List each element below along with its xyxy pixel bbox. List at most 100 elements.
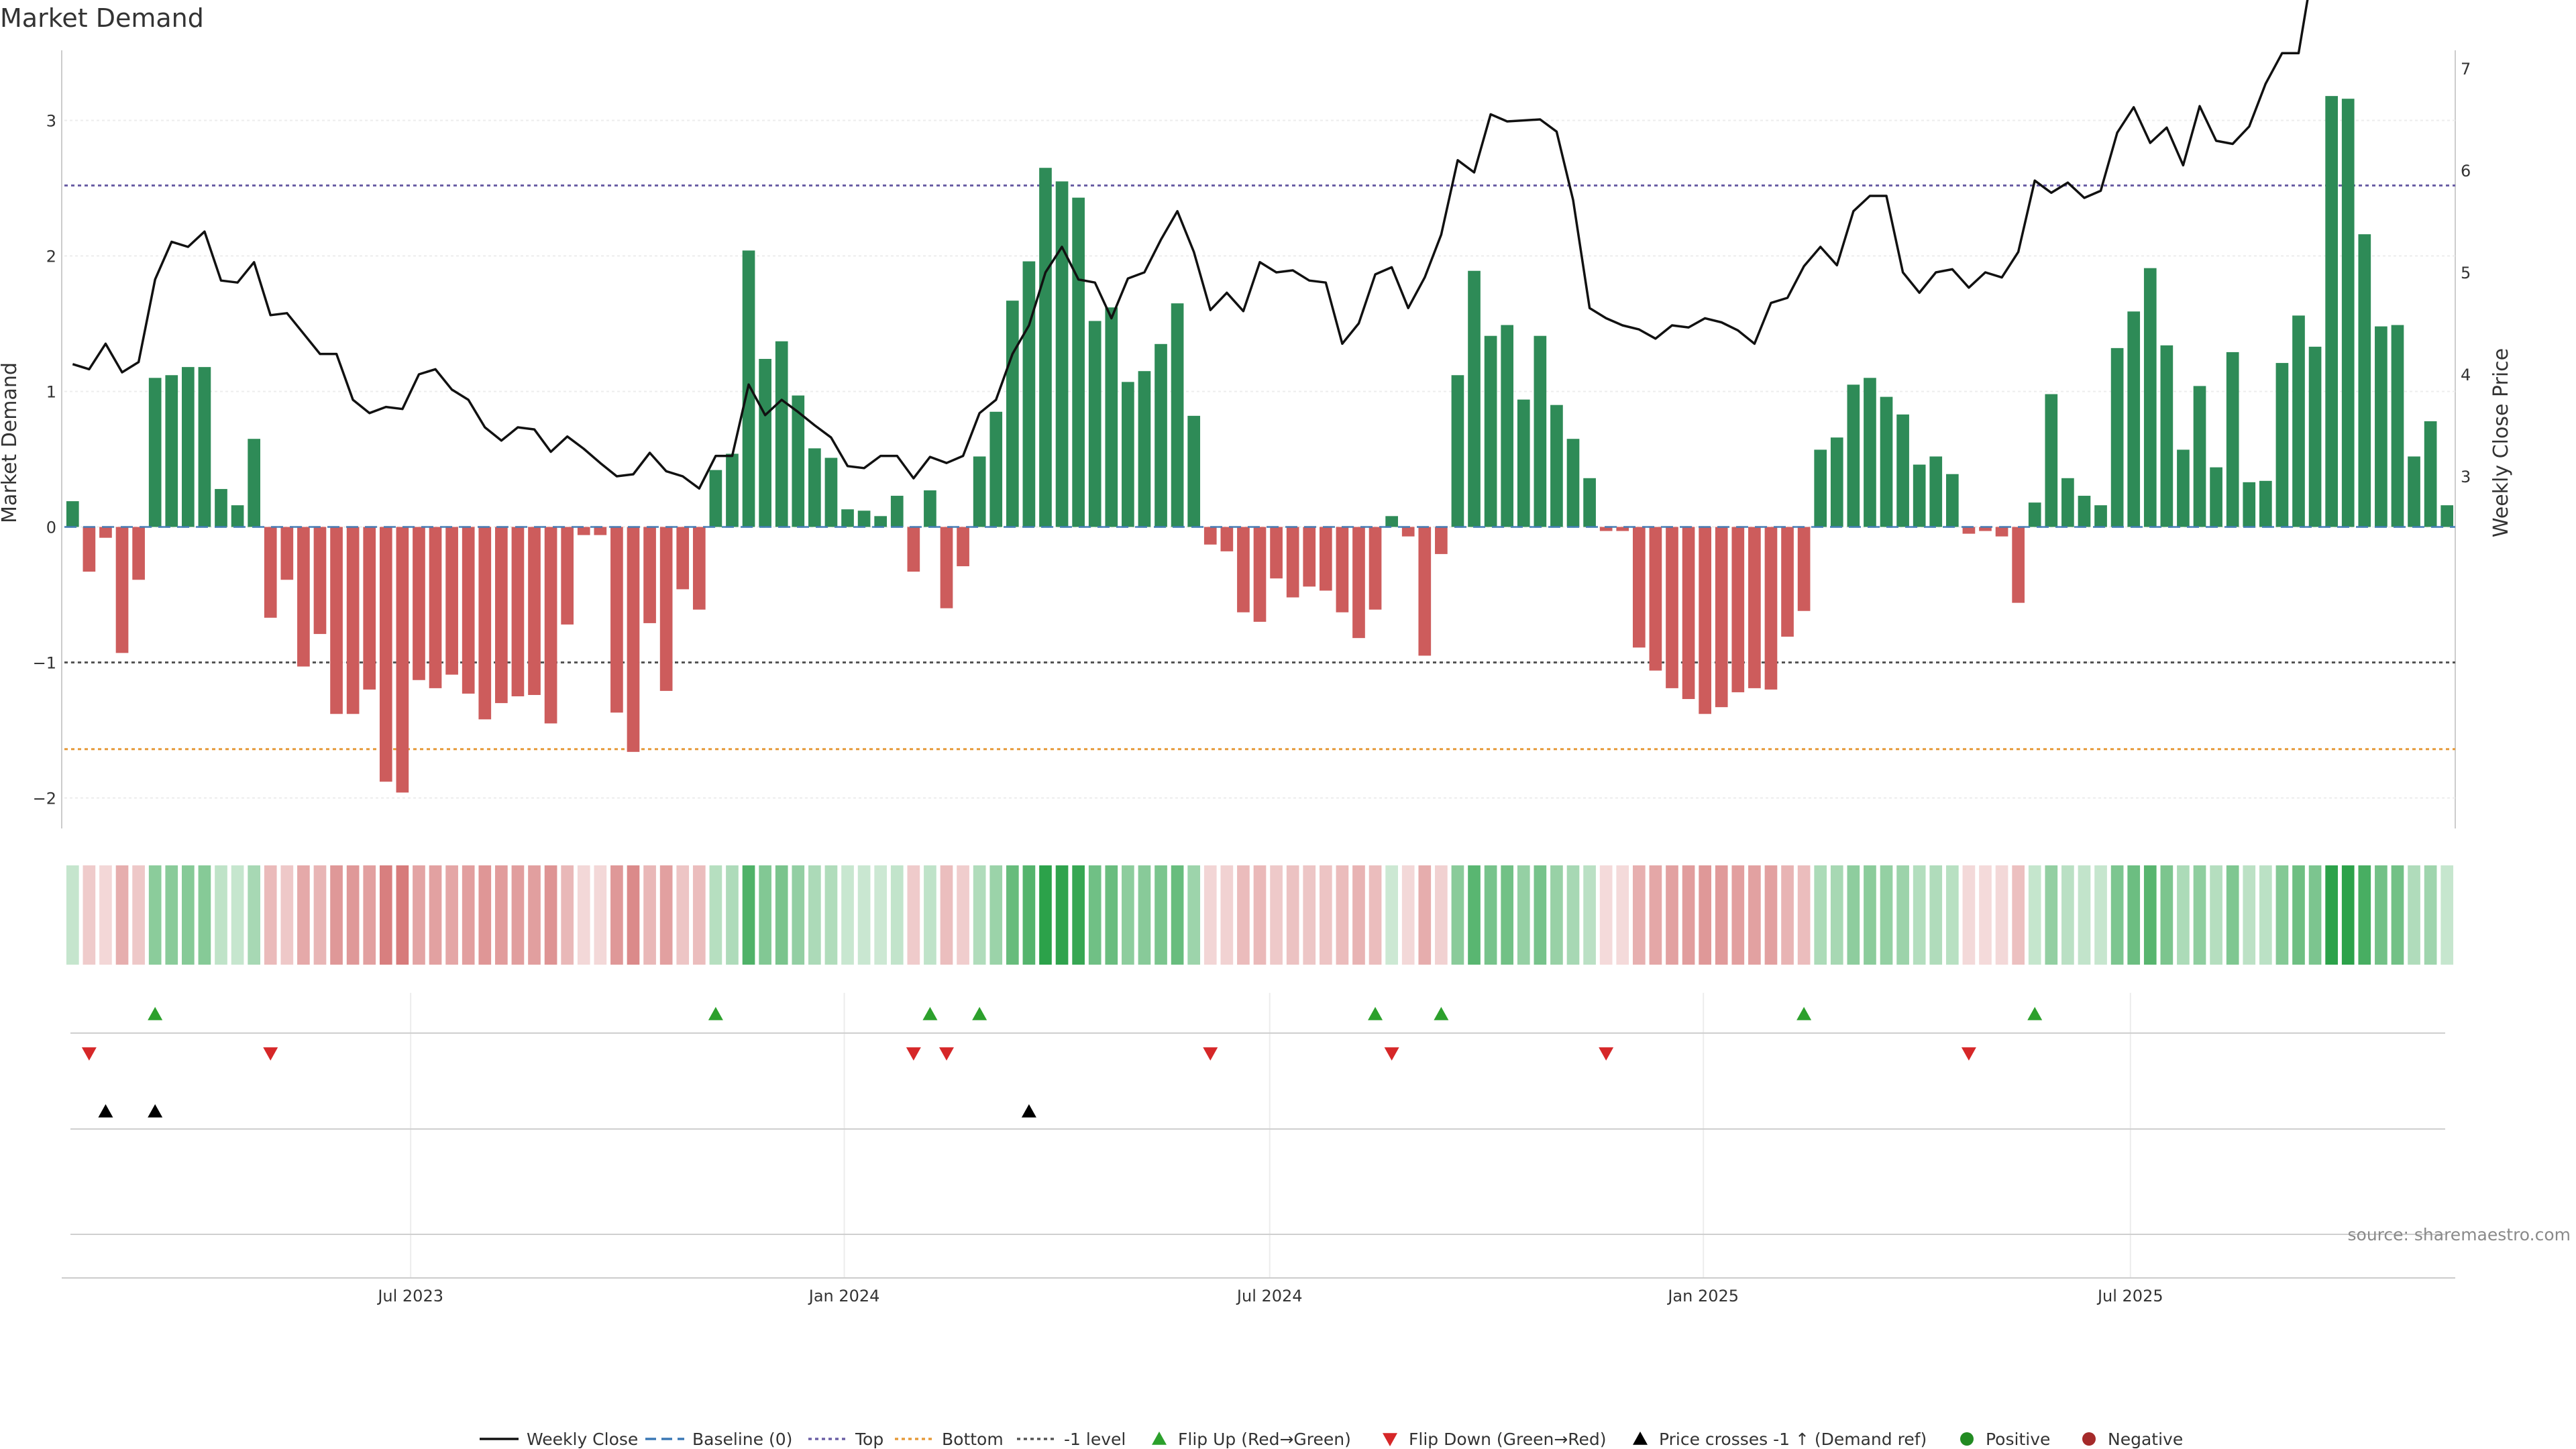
demand-bar: [2275, 363, 2289, 527]
demand-bar: [396, 527, 409, 793]
heat-cell: [264, 865, 277, 965]
demand-bar: [1913, 464, 1926, 527]
demand-bar: [2193, 386, 2206, 527]
heat-cell: [1401, 865, 1415, 965]
demand-bar: [775, 341, 788, 527]
heat-cell: [989, 865, 1003, 965]
heat-cell: [1649, 865, 1662, 965]
heat-cell: [561, 865, 574, 965]
legend: Weekly Close Baseline (0) Top Bottom -1 leve…: [480, 1430, 2183, 1449]
demand-bar: [1484, 335, 1497, 527]
flip-up-marker: [1796, 1007, 1812, 1020]
demand-bar: [1979, 527, 1992, 531]
demand-bar: [1995, 527, 2008, 537]
demand-bar: [429, 527, 442, 688]
left-tick-label: 1: [46, 383, 56, 402]
flip-down-marker: [1599, 1047, 1614, 1061]
heat-cell: [792, 865, 805, 965]
heat-cell: [1599, 865, 1613, 965]
demand-bar: [2061, 478, 2074, 527]
heat-cell: [957, 865, 969, 965]
heat-cell: [1022, 865, 1036, 965]
heat-cell: [1880, 865, 1893, 965]
heat-cell: [692, 865, 706, 965]
demand-bar: [1022, 261, 1036, 527]
heat-cell: [379, 865, 392, 965]
heat-cell: [1435, 865, 1448, 965]
demand-bar: [1039, 168, 1052, 527]
demand-bar: [627, 527, 640, 752]
demand-bar: [1699, 527, 1711, 714]
demand-bar: [2325, 96, 2338, 527]
heat-cell: [148, 865, 162, 965]
heat-cell: [1566, 865, 1580, 965]
heat-cell: [709, 865, 722, 965]
heat-cell: [1138, 865, 1151, 965]
demand-bar: [1435, 527, 1448, 554]
demand-bar: [2341, 99, 2355, 527]
demand-bar: [445, 527, 458, 675]
demand-bar: [115, 527, 129, 653]
demand-bar: [561, 527, 574, 625]
heat-cell: [1072, 865, 1085, 965]
flip-down-marker: [81, 1047, 97, 1061]
demand-bar: [1847, 384, 1860, 527]
heat-cell: [1995, 865, 2008, 965]
heat-cell: [726, 865, 739, 965]
demand-bar: [413, 527, 425, 680]
legend-swatch: [1633, 1432, 1648, 1445]
demand-bar: [1731, 527, 1745, 692]
heat-cell: [198, 865, 211, 965]
heat-cell: [1945, 865, 1959, 965]
heat-cell: [1105, 865, 1118, 965]
heat-cell: [1929, 865, 1943, 965]
heat-cell: [1797, 865, 1811, 965]
heat-cell: [165, 865, 178, 965]
heat-cell: [83, 865, 96, 965]
demand-bar: [1599, 527, 1613, 531]
heat-cell: [297, 865, 310, 965]
heat-cell: [1517, 865, 1530, 965]
left-tick-label: −2: [33, 790, 56, 808]
demand-bar: [2226, 352, 2239, 527]
main-panel: [61, 50, 2456, 828]
heat-cell: [1006, 865, 1019, 965]
legend-label: -1 level: [1064, 1430, 1126, 1449]
heat-cell: [2440, 865, 2454, 965]
demand-bar: [792, 395, 805, 527]
demand-bar: [1566, 439, 1580, 527]
heat-cell: [1319, 865, 1332, 965]
heat-cell: [924, 865, 936, 965]
demand-bar: [2408, 456, 2420, 527]
heat-cell: [2341, 865, 2355, 965]
heat-cell: [1187, 865, 1201, 965]
demand-bar: [2259, 480, 2272, 527]
demand-bar: [989, 411, 1003, 527]
heat-cell: [1451, 865, 1464, 965]
demand-bar: [462, 527, 475, 694]
demand-bar: [2127, 311, 2141, 527]
demand-bar: [1880, 396, 1893, 527]
chart-title: Market Demand: [0, 3, 204, 33]
demand-bar: [478, 527, 492, 720]
heat-cell: [1847, 865, 1860, 965]
heat-cell: [2226, 865, 2239, 965]
right-tick-label: 7: [2461, 60, 2471, 78]
legend-label: Weekly Close: [527, 1430, 638, 1449]
heat-cell: [1534, 865, 1547, 965]
price-cross-marker: [1021, 1104, 1036, 1118]
demand-bar: [1122, 382, 1134, 527]
y-gridlines: [64, 119, 2455, 799]
legend-swatch: [1383, 1433, 1397, 1446]
demand-bar: [1303, 527, 1316, 587]
heat-cell: [1962, 865, 1976, 965]
heat-cell: [2358, 865, 2371, 965]
heat-cell: [413, 865, 425, 965]
demand-bar: [841, 509, 854, 527]
demand-bar: [1352, 527, 1365, 639]
heat-cell: [478, 865, 492, 965]
demand-bar: [1319, 527, 1332, 591]
heat-cell: [1748, 865, 1761, 965]
demand-bar: [215, 488, 227, 527]
heat-cell: [1666, 865, 1678, 965]
